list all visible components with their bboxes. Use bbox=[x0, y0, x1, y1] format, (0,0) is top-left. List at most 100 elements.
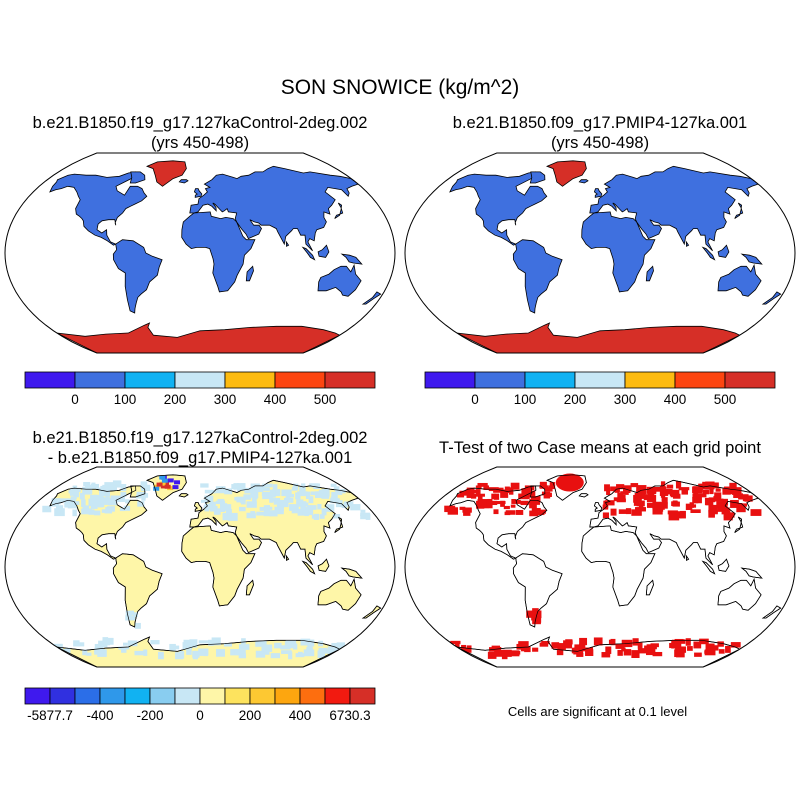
grid-cell bbox=[623, 649, 632, 656]
grid-cell bbox=[269, 489, 276, 498]
grid-cell bbox=[637, 642, 643, 649]
colorbar-box bbox=[574, 371, 626, 389]
grid-cell bbox=[222, 504, 232, 511]
grid-cell bbox=[634, 492, 645, 499]
grid-cell bbox=[204, 495, 214, 503]
grid-cell bbox=[308, 496, 314, 504]
grid-cell bbox=[283, 498, 294, 503]
grid-cell bbox=[659, 502, 668, 509]
grid-cell bbox=[336, 642, 345, 650]
grid-cell bbox=[276, 509, 284, 515]
grid-cell bbox=[281, 650, 292, 654]
grid-cell bbox=[708, 504, 718, 513]
grid-cell bbox=[636, 485, 647, 492]
colorbar-box bbox=[324, 371, 376, 389]
map-panel-pmip4 bbox=[404, 152, 796, 354]
grid-cell bbox=[632, 638, 639, 646]
colorbar-label: 400 bbox=[264, 392, 287, 407]
grid-cell bbox=[160, 484, 167, 489]
grid-cell bbox=[621, 647, 626, 652]
grid-cell bbox=[94, 497, 105, 504]
grid-cell bbox=[134, 650, 145, 656]
grid-cell bbox=[260, 651, 270, 655]
grid-cell bbox=[538, 509, 546, 514]
grid-cell bbox=[333, 486, 340, 491]
grid-cell bbox=[515, 499, 521, 504]
coastline-north-america bbox=[449, 485, 548, 560]
grid-cell bbox=[729, 482, 737, 490]
grid-cell bbox=[208, 639, 214, 646]
grid-cell bbox=[744, 495, 753, 502]
colorbar-label: 0 bbox=[196, 708, 204, 723]
coastline-new-guinea bbox=[340, 567, 363, 579]
grid-cell bbox=[491, 493, 496, 500]
grid-cell bbox=[234, 649, 246, 656]
grid-cell bbox=[274, 506, 284, 512]
panel-title-top-left: b.e21.B1850.f19_g17.127kaControl-2deg.00… bbox=[0, 113, 400, 153]
grid-cell bbox=[672, 493, 681, 499]
grid-cell bbox=[82, 486, 93, 495]
colorbar-label: 100 bbox=[514, 392, 537, 407]
coastline-africa bbox=[181, 525, 256, 607]
grid-cell bbox=[156, 482, 163, 487]
grid-cell bbox=[167, 478, 174, 483]
grid-cell bbox=[660, 481, 666, 489]
map-border bbox=[4, 152, 396, 354]
grid-cell bbox=[331, 491, 338, 499]
coastline-south-america bbox=[112, 553, 163, 628]
grid-cell bbox=[297, 509, 307, 516]
grid-cell bbox=[137, 501, 145, 507]
colorbar-box bbox=[199, 687, 226, 705]
grid-cell bbox=[285, 640, 297, 649]
grid-cell bbox=[532, 647, 539, 652]
grid-cell bbox=[716, 501, 725, 505]
grid-cell bbox=[86, 652, 92, 656]
grid-cell bbox=[291, 508, 302, 514]
grid-cell bbox=[225, 508, 232, 515]
grid-cell bbox=[255, 641, 263, 647]
colorbar-box bbox=[274, 687, 301, 705]
grid-cell bbox=[721, 510, 731, 515]
grid-cell bbox=[531, 615, 540, 621]
grid-cell bbox=[189, 639, 198, 647]
grid-cell bbox=[523, 495, 530, 500]
grid-cell bbox=[631, 650, 640, 658]
grid-cell bbox=[532, 620, 541, 625]
grid-cell bbox=[455, 641, 460, 648]
grid-cell bbox=[105, 496, 110, 505]
colorbar-label: 100 bbox=[114, 392, 137, 407]
coastline-eurasia bbox=[189, 479, 359, 566]
landmass-new-zealand bbox=[761, 291, 782, 305]
grid-cell bbox=[631, 509, 642, 516]
grid-cell bbox=[105, 507, 114, 511]
grid-cell bbox=[495, 649, 505, 657]
grid-cell bbox=[456, 494, 465, 498]
landmass-new-guinea bbox=[340, 253, 363, 265]
grid-cell bbox=[576, 652, 584, 657]
panel-title-line2: (yrs 450-498) bbox=[150, 134, 250, 152]
landmass-britain bbox=[593, 188, 603, 198]
grid-cell bbox=[204, 503, 213, 509]
grid-cell bbox=[246, 501, 257, 508]
grid-cell bbox=[638, 504, 644, 511]
grid-cell bbox=[718, 505, 727, 511]
landmass-new-zealand bbox=[361, 291, 382, 305]
grid-cell bbox=[42, 505, 52, 513]
coastline-britain bbox=[193, 502, 203, 512]
grid-cell bbox=[307, 643, 313, 650]
grid-cell bbox=[693, 490, 699, 495]
grid-cell bbox=[101, 509, 109, 513]
coastline-baffin bbox=[529, 485, 546, 498]
grid-cell bbox=[618, 509, 627, 514]
grid-cell bbox=[539, 485, 549, 489]
landmass-iceland bbox=[178, 179, 189, 184]
grid-cell bbox=[159, 481, 166, 486]
colorbar-box bbox=[224, 371, 276, 389]
landmass-sumatra bbox=[301, 246, 316, 261]
panel-title-line1: T-Test of two Case means at each grid po… bbox=[439, 439, 761, 457]
grid-cell bbox=[303, 510, 309, 515]
landmass-sumatra bbox=[701, 246, 716, 261]
grid-cell bbox=[264, 506, 273, 510]
colorbar-box bbox=[324, 687, 351, 705]
grid-cell bbox=[713, 482, 719, 489]
